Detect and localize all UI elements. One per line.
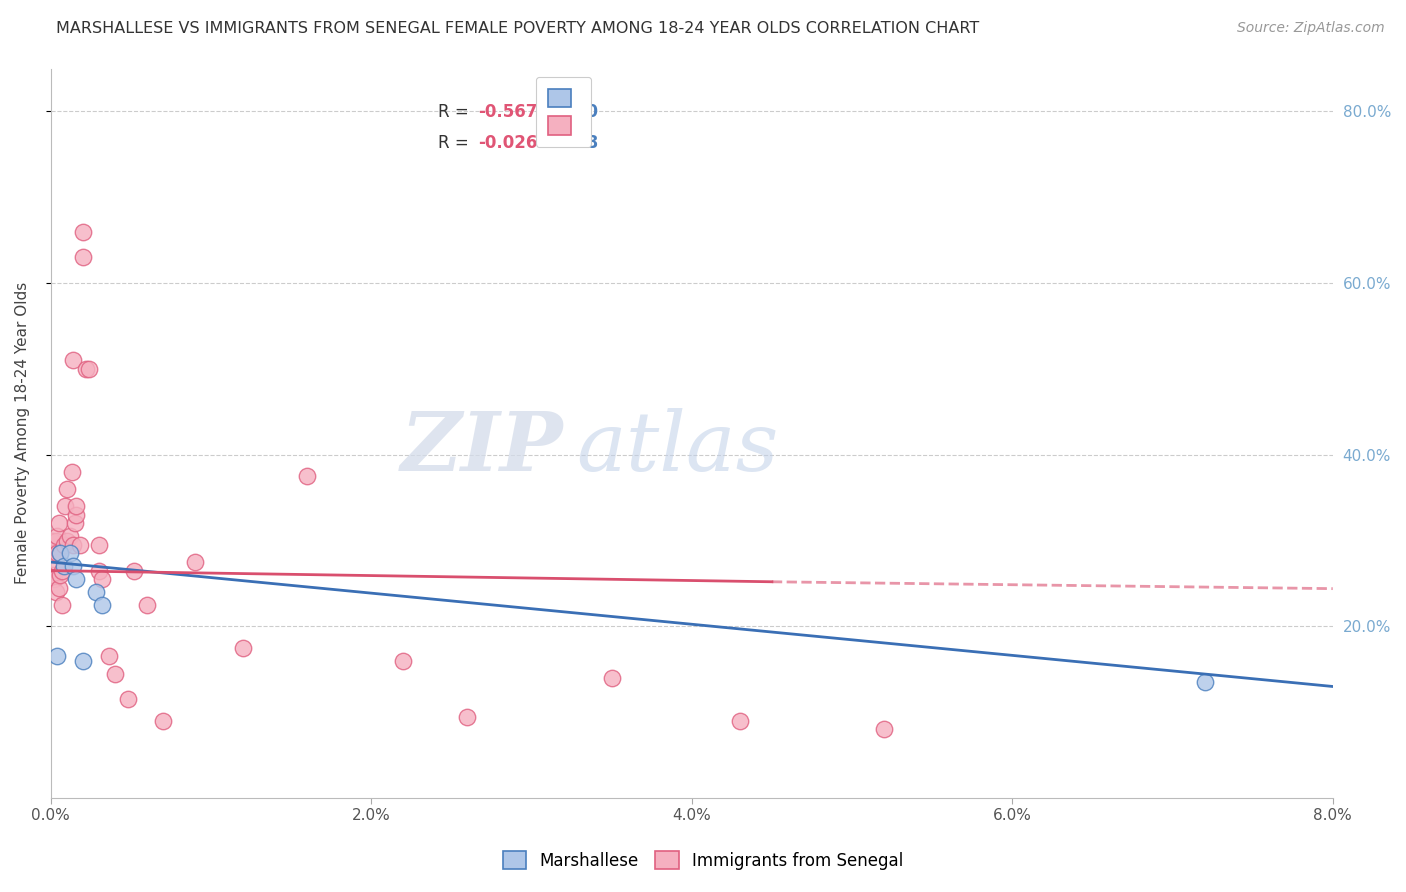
Point — [42, 572, 65, 586]
Point — [45, 585, 67, 599]
Point — [48, 516, 70, 531]
Y-axis label: Female Poverty Among 18-24 Year Olds: Female Poverty Among 18-24 Year Olds — [15, 282, 30, 584]
Point — [873, 723, 896, 737]
Point — [60, 465, 83, 479]
Text: -0.567: -0.567 — [478, 103, 537, 121]
Text: R =: R = — [439, 134, 474, 152]
Point — [79, 362, 101, 376]
Point — [232, 640, 254, 655]
Point — [84, 585, 107, 599]
Point — [63, 516, 86, 531]
Text: atlas: atlas — [576, 408, 779, 488]
Point — [91, 572, 114, 586]
Point — [62, 559, 84, 574]
Point — [45, 533, 67, 548]
Point — [65, 508, 87, 522]
Point — [117, 692, 139, 706]
Point — [456, 709, 478, 723]
Point — [392, 654, 415, 668]
Point — [62, 538, 84, 552]
Point — [297, 469, 319, 483]
Point — [62, 353, 84, 368]
Point — [600, 671, 623, 685]
Point — [1194, 675, 1216, 690]
Point — [87, 564, 110, 578]
Text: R =: R = — [439, 103, 474, 121]
Text: Source: ZipAtlas.com: Source: ZipAtlas.com — [1237, 21, 1385, 35]
Point — [41, 533, 63, 548]
Point — [46, 529, 69, 543]
Point — [72, 225, 94, 239]
Text: 48: 48 — [575, 134, 599, 152]
Point — [56, 533, 79, 548]
Point — [49, 568, 72, 582]
Point — [184, 555, 207, 569]
Point — [53, 500, 76, 514]
Point — [104, 666, 127, 681]
Text: N =: N = — [526, 134, 578, 152]
Point — [152, 714, 174, 728]
Point — [52, 559, 75, 574]
Point — [97, 649, 120, 664]
Text: ZIP: ZIP — [401, 408, 564, 488]
Text: N =: N = — [526, 103, 578, 121]
Point — [59, 529, 82, 543]
Point — [75, 362, 97, 376]
Text: -0.026: -0.026 — [478, 134, 537, 152]
Point — [46, 649, 69, 664]
Point — [46, 546, 69, 560]
Point — [52, 538, 75, 552]
Point — [59, 546, 82, 560]
Point — [65, 500, 87, 514]
Text: 10: 10 — [575, 103, 598, 121]
Point — [49, 546, 72, 560]
Point — [122, 564, 145, 578]
Point — [69, 538, 91, 552]
Point — [87, 538, 110, 552]
Point — [42, 546, 65, 560]
Point — [72, 654, 94, 668]
Point — [136, 598, 159, 612]
Point — [65, 572, 87, 586]
Point — [72, 251, 94, 265]
Point — [51, 598, 73, 612]
Point — [45, 555, 67, 569]
Point — [41, 568, 63, 582]
Legend: Marshallese, Immigrants from Senegal: Marshallese, Immigrants from Senegal — [496, 845, 910, 877]
Point — [51, 564, 73, 578]
Point — [728, 714, 751, 728]
Point — [91, 598, 114, 612]
Text: MARSHALLESE VS IMMIGRANTS FROM SENEGAL FEMALE POVERTY AMONG 18-24 YEAR OLDS CORR: MARSHALLESE VS IMMIGRANTS FROM SENEGAL F… — [56, 21, 980, 36]
Legend: , : , — [536, 77, 591, 146]
Point — [49, 546, 72, 560]
Point — [48, 581, 70, 595]
Point — [56, 482, 79, 496]
